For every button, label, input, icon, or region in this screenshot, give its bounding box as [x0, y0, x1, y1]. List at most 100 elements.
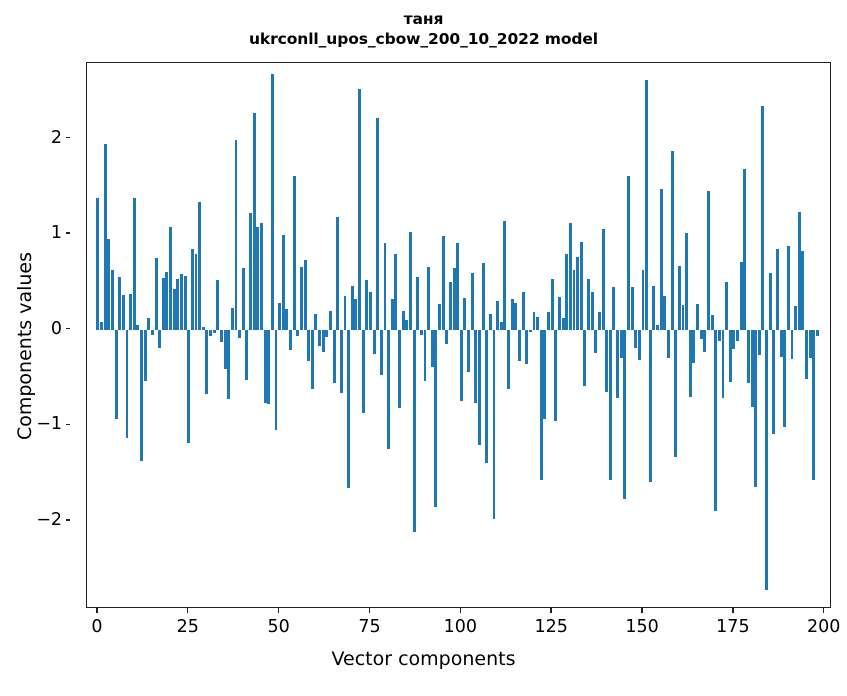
- bar: [285, 308, 289, 330]
- bar: [205, 329, 209, 394]
- bar: [463, 298, 467, 330]
- bar: [746, 329, 750, 384]
- bar: [132, 197, 136, 330]
- bar: [816, 329, 819, 336]
- bar: [779, 329, 783, 357]
- bar: [561, 318, 565, 330]
- bar: [216, 280, 220, 330]
- bar: [332, 329, 336, 384]
- bar: [259, 222, 263, 330]
- bar: [776, 248, 779, 330]
- bar: [339, 329, 343, 393]
- bar: [619, 329, 623, 358]
- bar: [147, 318, 151, 330]
- chart-title-line-2: ukrconll_upos_cbow_200_10_2022 model: [248, 29, 599, 48]
- bar: [110, 270, 114, 330]
- bar: [783, 329, 787, 428]
- bar: [270, 74, 274, 330]
- bar: [150, 329, 154, 335]
- bar: [350, 285, 354, 330]
- y-tick-mark: [65, 328, 70, 330]
- bar: [325, 329, 329, 338]
- bar: [478, 329, 481, 445]
- bar: [645, 80, 649, 330]
- bar: [408, 232, 412, 330]
- bar: [630, 286, 634, 330]
- bar: [481, 262, 485, 330]
- bar: [263, 329, 267, 404]
- bar: [365, 280, 369, 330]
- y-tick-mark: [65, 519, 70, 521]
- bar: [692, 329, 696, 364]
- bar: [514, 303, 518, 330]
- bar: [765, 329, 769, 590]
- bar: [158, 329, 162, 348]
- bar: [183, 276, 187, 330]
- bar: [314, 313, 318, 330]
- bar: [797, 212, 801, 330]
- bar: [234, 140, 238, 330]
- bar: [750, 329, 754, 408]
- y-tick-label: 1: [50, 223, 62, 244]
- x-tick-mark: [187, 608, 189, 613]
- bar: [118, 277, 122, 330]
- bar: [190, 249, 194, 330]
- bar: [347, 329, 351, 488]
- x-tick-label: 175: [716, 617, 750, 637]
- bar: [176, 279, 180, 330]
- bar: [667, 329, 670, 358]
- bar: [808, 329, 812, 359]
- bar: [379, 329, 383, 375]
- y-tick-mark: [65, 423, 70, 426]
- bar: [212, 329, 216, 333]
- bar: [467, 329, 471, 372]
- chart-title-line-1: таня: [403, 10, 444, 28]
- bar: [590, 291, 594, 330]
- bar: [405, 320, 409, 330]
- bar: [100, 322, 103, 330]
- bar: [786, 245, 790, 330]
- bar: [616, 329, 620, 398]
- bar: [245, 329, 249, 380]
- bar: [445, 329, 449, 345]
- bar: [412, 329, 416, 532]
- bar: [525, 329, 529, 365]
- bar: [706, 191, 710, 330]
- bar: [547, 311, 550, 330]
- bar: [518, 329, 521, 362]
- x-tick-label: 125: [534, 617, 568, 637]
- bar: [241, 267, 245, 330]
- bar: [736, 329, 739, 342]
- bar: [634, 329, 638, 348]
- x-tick-label: 50: [267, 617, 290, 637]
- bar: [252, 112, 256, 330]
- bar: [201, 326, 205, 330]
- bar: [125, 329, 129, 438]
- bar: [143, 329, 147, 382]
- bar: [448, 281, 452, 330]
- bar: [801, 251, 805, 330]
- bar: [383, 242, 387, 330]
- plot-area: [86, 62, 831, 608]
- bar: [703, 329, 707, 352]
- x-tick-label: 150: [625, 617, 659, 637]
- bar: [372, 329, 376, 354]
- bar: [605, 329, 609, 392]
- bar: [140, 329, 143, 461]
- bar: [597, 311, 601, 330]
- y-tick-label: 0: [50, 318, 62, 339]
- bar: [485, 329, 489, 463]
- bar: [289, 329, 292, 350]
- bar: [728, 329, 732, 383]
- bar: [430, 329, 434, 368]
- bar: [532, 311, 536, 330]
- bar: [565, 254, 569, 330]
- x-tick-mark: [550, 608, 552, 613]
- chart-title: таня ukrconll_upos_cbow_200_10_2022 mode…: [0, 10, 847, 50]
- bar: [539, 329, 543, 480]
- bar: [543, 329, 547, 419]
- bar: [790, 329, 794, 360]
- x-tick-mark: [368, 608, 371, 613]
- bar: [812, 329, 816, 480]
- bar: [249, 213, 252, 330]
